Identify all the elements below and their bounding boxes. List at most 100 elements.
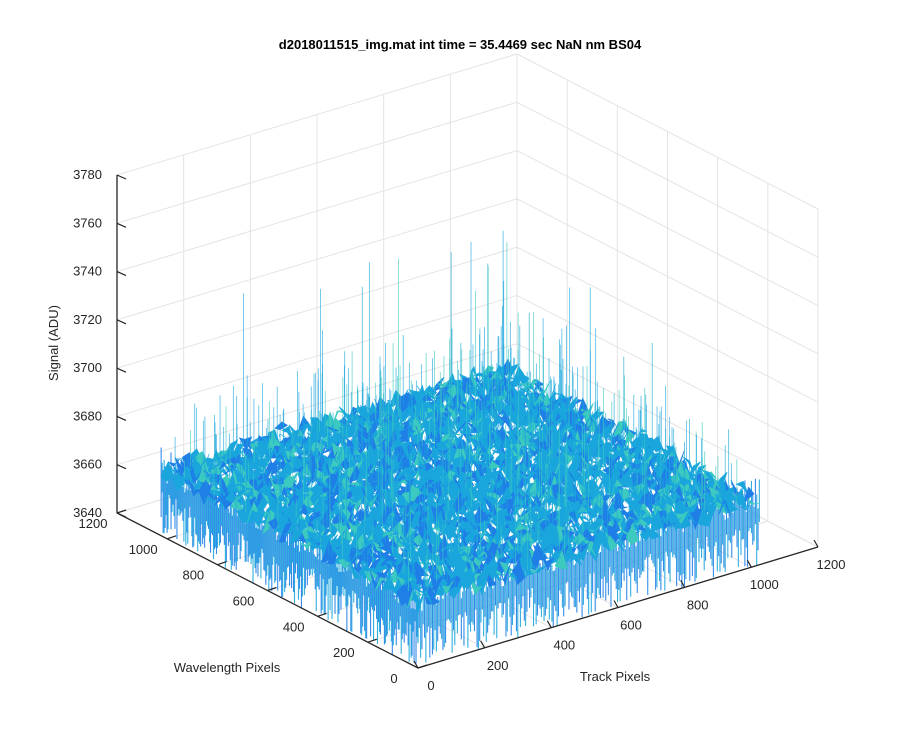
x-tick-label: 400 [553, 638, 575, 653]
surface-patch [203, 497, 217, 503]
surface-patch [643, 519, 657, 530]
surface-patch [429, 383, 443, 389]
surface-patch [527, 548, 541, 566]
surface-mesh [160, 230, 760, 664]
z-tick [116, 367, 127, 373]
x-tick [546, 620, 552, 628]
grid-line [516, 198, 819, 355]
x-tick-label: 1200 [817, 557, 846, 572]
surface-patch [443, 415, 457, 432]
grid-line [116, 294, 518, 417]
grid-line [116, 246, 518, 369]
surface-patch [395, 404, 409, 426]
x-tick [813, 539, 819, 548]
x-tick-label: 1000 [750, 577, 779, 592]
z-tick-label: 3640 [73, 505, 102, 520]
surface-patch [618, 528, 632, 535]
z-tick-label: 3740 [73, 264, 102, 279]
surface-patch [160, 461, 174, 482]
y-tick [267, 586, 277, 592]
y-tick [116, 509, 127, 514]
surface-patch [241, 497, 255, 524]
grid-line [516, 53, 819, 210]
z-tick [116, 319, 127, 325]
surface-patch [321, 528, 335, 539]
z-tick [116, 271, 127, 277]
z-tick [116, 512, 127, 518]
surface-patch [739, 498, 753, 512]
surface-patch [639, 526, 654, 542]
z-tick [116, 415, 127, 421]
surface-patch [201, 469, 215, 487]
surface-patch [477, 406, 491, 420]
surface-patch [219, 494, 234, 510]
surface-patch [568, 553, 582, 566]
x-tick-label: 200 [487, 658, 509, 673]
surface-patch [733, 488, 748, 509]
z-tick-label: 3760 [73, 215, 102, 230]
surface-patch [605, 524, 620, 549]
z-tick [116, 222, 127, 228]
y-tick [166, 535, 177, 540]
y-axis-label: Wavelength Pixels [174, 660, 281, 675]
surface-patch [166, 469, 180, 473]
surface-patch [349, 550, 364, 565]
surface-patch [251, 511, 266, 528]
surface-patch [540, 551, 554, 572]
z-tick-label: 3680 [73, 408, 102, 423]
surface-patch [426, 596, 440, 605]
z-axis-label: Signal (ADU) [46, 305, 61, 381]
surface-patch [171, 471, 185, 492]
surface-patch [208, 489, 223, 497]
surface-patch [320, 487, 335, 497]
surface-patch [490, 569, 504, 581]
surface-patch [440, 580, 454, 596]
grid-line [116, 101, 518, 224]
grid-line [516, 246, 819, 403]
tick-labels: 0 200 400 600 800 1000 1200 0 200 400 600 800 1000 12… [73, 167, 845, 693]
z-tick-label: 3700 [73, 360, 102, 375]
x-tick [680, 580, 686, 588]
surface-patch [389, 530, 402, 546]
surface-patch [284, 524, 297, 536]
surface-patch [449, 521, 463, 540]
surface-patch [428, 584, 442, 597]
y-tick [217, 561, 227, 566]
surface-patch [534, 550, 549, 561]
x-tick-label: 800 [687, 597, 709, 612]
surface-patch [675, 510, 690, 525]
surface-patch [433, 582, 447, 601]
x-tick [613, 600, 619, 608]
surface-patch [374, 576, 388, 591]
surface-patch [554, 549, 568, 570]
grid-line [116, 53, 518, 176]
surface-patch [525, 379, 539, 400]
surface-patch [696, 500, 710, 527]
grid-line [116, 198, 518, 321]
surface-patch [605, 423, 619, 442]
z-tick-label: 3660 [73, 457, 102, 472]
surface-patch [582, 539, 597, 558]
chart-title: d2018011515_img.mat int time = 35.4469 s… [279, 37, 642, 52]
z-tick-label: 3720 [73, 312, 102, 327]
y-tick-label: 800 [182, 568, 204, 583]
surface-patch [732, 497, 746, 506]
surface-spikes [174, 230, 743, 599]
surface-patch [502, 496, 516, 513]
surface-patch [746, 498, 760, 505]
surface-patch [703, 471, 717, 479]
surface-patch [582, 520, 596, 537]
surface-patch [575, 543, 589, 553]
surface-patch [504, 571, 518, 583]
x-tick-label: 600 [620, 618, 642, 633]
x-tick [413, 660, 419, 669]
y-tick-label: 200 [333, 645, 355, 660]
axis-lines [116, 174, 819, 669]
grid-line [516, 294, 819, 451]
z-tick-label: 3780 [73, 167, 102, 182]
surface-patch [577, 540, 591, 561]
y-tick [317, 612, 327, 617]
surface-patch [198, 480, 212, 505]
